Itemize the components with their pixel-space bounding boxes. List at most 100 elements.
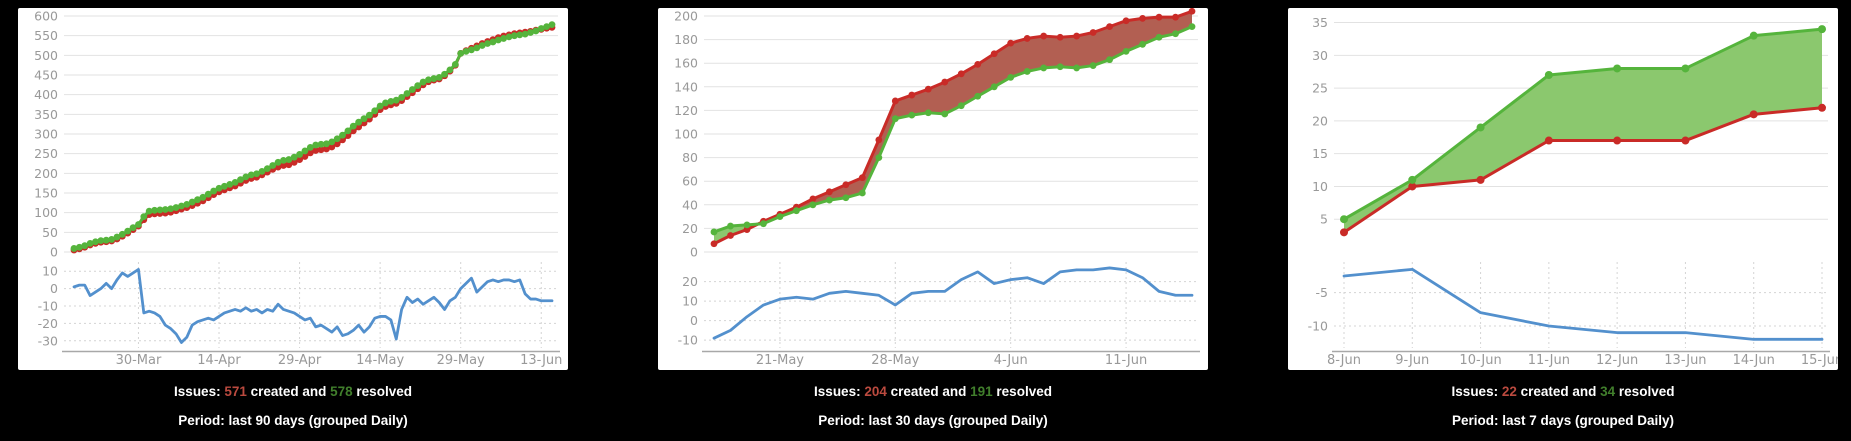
x-tick-labels: 30-Mar 14-Apr 29-Apr 14-May 29-May 13-Jun bbox=[116, 353, 563, 368]
svg-text:30: 30 bbox=[1312, 48, 1328, 63]
y-tick-labels: 600550500450400350300250200150100500100-… bbox=[34, 9, 58, 349]
svg-text:28-May: 28-May bbox=[871, 353, 919, 368]
svg-text:550: 550 bbox=[34, 28, 58, 43]
svg-text:200: 200 bbox=[34, 166, 58, 181]
svg-text:5: 5 bbox=[1320, 212, 1328, 227]
svg-text:35: 35 bbox=[1312, 15, 1328, 30]
period-grouping: Daily bbox=[1011, 413, 1044, 428]
svg-text:450: 450 bbox=[34, 68, 58, 83]
svg-text:10-Jun: 10-Jun bbox=[1459, 353, 1501, 368]
period-prefix: Period: last bbox=[178, 413, 256, 428]
svg-text:80: 80 bbox=[682, 150, 698, 165]
svg-text:0: 0 bbox=[690, 245, 698, 260]
svg-text:21-May: 21-May bbox=[756, 353, 804, 368]
svg-text:60: 60 bbox=[682, 174, 698, 189]
period-grouping: Daily bbox=[1637, 413, 1670, 428]
period-prefix: Period: last bbox=[818, 413, 896, 428]
period-close: ) bbox=[403, 413, 408, 428]
svg-text:15: 15 bbox=[1312, 146, 1328, 161]
issues-label: Issues: bbox=[1451, 384, 1502, 399]
resolved-count: 191 bbox=[970, 384, 993, 399]
created-text: created and bbox=[886, 384, 971, 399]
created-text: created and bbox=[1516, 384, 1601, 399]
issues-summary-line: Issues: 571 created and 578 resolved bbox=[18, 377, 568, 406]
svg-text:600: 600 bbox=[34, 9, 58, 24]
svg-text:0: 0 bbox=[50, 281, 58, 296]
svg-text:10: 10 bbox=[682, 294, 698, 309]
svg-text:11-Jun: 11-Jun bbox=[1528, 353, 1570, 368]
created-vs-resolved-chart-7-days: 35 30 25 20 15 10 5 -5 -10 8-Jun 9-Jun 10-Jun 11-Jun… bbox=[1308, 15, 1838, 368]
chart-caption-30-days: Issues: 204 created and 191 resolved Per… bbox=[658, 377, 1208, 435]
issues-label: Issues: bbox=[174, 384, 225, 399]
difference-series bbox=[712, 266, 1194, 340]
created-series bbox=[710, 8, 1196, 248]
period-mid: days (grouped bbox=[910, 413, 1012, 428]
svg-text:500: 500 bbox=[34, 48, 58, 63]
resolved-series bbox=[710, 23, 1196, 236]
period-line: Period: last 90 days (grouped Daily) bbox=[18, 406, 568, 435]
created-text: created and bbox=[246, 384, 331, 399]
period-close: ) bbox=[1043, 413, 1048, 428]
svg-text:-30: -30 bbox=[38, 333, 58, 348]
period-mid: days (grouped bbox=[1536, 413, 1638, 428]
svg-text:14-Apr: 14-Apr bbox=[197, 353, 241, 368]
y-tick-labels: 35 30 25 20 15 10 5 -5 -10 bbox=[1308, 15, 1328, 333]
svg-text:12-Jun: 12-Jun bbox=[1596, 353, 1638, 368]
resolved-series bbox=[70, 21, 556, 252]
svg-text:-10: -10 bbox=[38, 299, 58, 314]
chart-panel-30-days: 200 180 160 140 120 100 80 60 40 20 0 20 10 0 -10 21-Ma… bbox=[658, 8, 1208, 370]
issues-summary-line: Issues: 22 created and 34 resolved bbox=[1288, 377, 1838, 406]
x-tick-labels: 8-Jun 9-Jun 10-Jun 11-Jun 12-Jun 13-Jun 14-Jun… bbox=[1327, 353, 1838, 368]
issues-label: Issues: bbox=[814, 384, 865, 399]
svg-text:15-Jun: 15-Jun bbox=[1801, 353, 1838, 368]
svg-text:25: 25 bbox=[1312, 81, 1328, 96]
svg-text:11-Jun: 11-Jun bbox=[1105, 353, 1147, 368]
resolved-count: 34 bbox=[1600, 384, 1616, 399]
created-vs-resolved-chart-90-days: 600550500450400350300250200150100500100-… bbox=[34, 9, 563, 369]
resolved-text: resolved bbox=[1615, 384, 1675, 399]
chart-caption-90-days: Issues: 571 created and 578 resolved Per… bbox=[18, 377, 568, 435]
resolved-text: resolved bbox=[352, 384, 412, 399]
svg-text:100: 100 bbox=[34, 205, 58, 220]
svg-text:9-Jun: 9-Jun bbox=[1395, 353, 1429, 368]
svg-text:0: 0 bbox=[50, 245, 58, 260]
period-close: ) bbox=[1669, 413, 1675, 428]
period-days: 30 bbox=[895, 413, 911, 428]
created-vs-resolved-chart-30-days: 20018016014012010080604020020100-1021-Ma… bbox=[674, 8, 1200, 368]
created-count: 204 bbox=[864, 384, 887, 399]
created-count: 571 bbox=[224, 384, 247, 399]
period-line: Period: last 7 days (grouped Daily) bbox=[1288, 406, 1838, 435]
x-tick-labels: 21-May 28-May 4-Jun 11-Jun bbox=[756, 353, 1147, 368]
svg-text:300: 300 bbox=[34, 127, 58, 142]
resolved-count: 578 bbox=[330, 384, 353, 399]
svg-text:14-May: 14-May bbox=[356, 353, 404, 368]
period-mid: days (grouped bbox=[270, 413, 372, 428]
main-gridlines bbox=[64, 15, 558, 348]
period-prefix: Period: last bbox=[1451, 413, 1530, 428]
svg-text:30-Mar: 30-Mar bbox=[116, 353, 162, 368]
period-days: 7 bbox=[1529, 413, 1537, 428]
svg-text:-10: -10 bbox=[1308, 319, 1328, 334]
svg-text:20: 20 bbox=[682, 274, 698, 289]
svg-text:-20: -20 bbox=[38, 316, 58, 331]
chart-panel-7-days: 35 30 25 20 15 10 5 -5 -10 8-Jun 9-Jun 10-Jun 11-Jun… bbox=[1288, 8, 1838, 370]
created-count: 22 bbox=[1501, 384, 1517, 399]
svg-text:200: 200 bbox=[674, 9, 698, 24]
svg-text:150: 150 bbox=[34, 186, 58, 201]
issues-summary-line: Issues: 204 created and 191 resolved bbox=[658, 377, 1208, 406]
svg-text:4-Jun: 4-Jun bbox=[994, 353, 1028, 368]
period-line: Period: last 30 days (grouped Daily) bbox=[658, 406, 1208, 435]
svg-text:8-Jun: 8-Jun bbox=[1327, 353, 1361, 368]
svg-text:13-Jun: 13-Jun bbox=[1664, 353, 1706, 368]
svg-text:120: 120 bbox=[674, 103, 698, 118]
chart-caption-7-days: Issues: 22 created and 34 resolved Perio… bbox=[1288, 377, 1838, 435]
svg-text:-5: -5 bbox=[1316, 285, 1328, 300]
svg-text:20: 20 bbox=[1312, 113, 1328, 128]
svg-text:400: 400 bbox=[34, 87, 58, 102]
difference-series bbox=[72, 268, 554, 344]
svg-text:50: 50 bbox=[42, 225, 58, 240]
svg-text:140: 140 bbox=[674, 79, 698, 94]
chart-panel-90-days: 600 550 500 450 400 350 300 250 200 150 100 50 0 10 0-… bbox=[18, 8, 568, 370]
